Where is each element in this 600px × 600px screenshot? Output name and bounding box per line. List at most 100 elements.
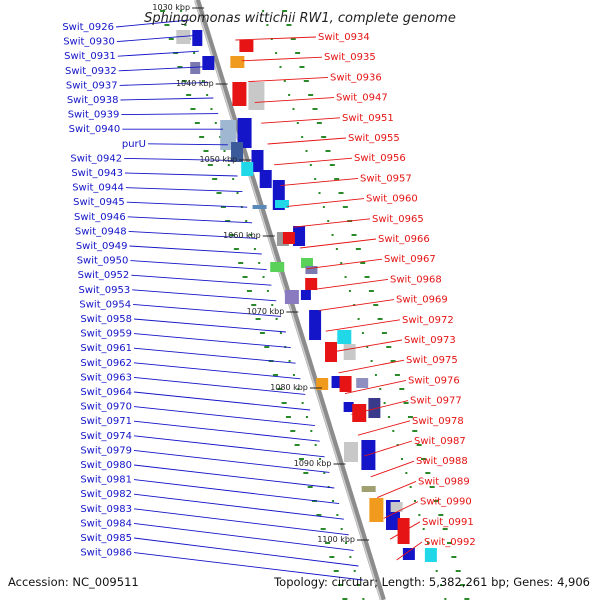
feature-block xyxy=(190,62,201,74)
track-dot xyxy=(309,164,312,166)
feature-block xyxy=(232,82,247,106)
kbp-label: 1100 kbp xyxy=(317,535,355,544)
feature-block xyxy=(337,330,352,344)
track-dot xyxy=(342,206,348,208)
right-leader xyxy=(383,501,419,519)
left-gene-label: Swit_0979 xyxy=(80,445,132,456)
track-dot xyxy=(392,430,395,432)
track-dot xyxy=(184,24,187,26)
right-leader xyxy=(286,198,365,207)
track-dot xyxy=(329,164,335,166)
left-gene-label: Swit_0974 xyxy=(80,431,132,442)
track-dot xyxy=(262,10,265,12)
kbp-label: 1060 kbp xyxy=(223,231,261,240)
track-dot xyxy=(429,486,435,488)
track-dot xyxy=(262,276,265,278)
track-dot xyxy=(381,332,387,334)
track-dot xyxy=(236,192,239,194)
track-dot xyxy=(199,136,205,138)
track-dot xyxy=(405,472,408,474)
track-dot xyxy=(160,10,166,12)
right-gene-label: Swit_0988 xyxy=(416,456,468,467)
feature-block xyxy=(284,290,299,304)
left-leader xyxy=(131,274,272,286)
right-gene-label: Swit_0966 xyxy=(378,234,430,245)
track-dot xyxy=(242,276,248,278)
track-dot xyxy=(322,206,325,208)
left-gene-label: Swit_0986 xyxy=(80,548,132,559)
track-dot xyxy=(357,318,360,320)
track-dot xyxy=(420,458,426,460)
right-leader xyxy=(267,137,347,145)
track-dot xyxy=(434,500,439,502)
kbp-label: 1050 kbp xyxy=(200,155,238,164)
right-gene-label: Swit_0955 xyxy=(348,133,400,144)
track-dot xyxy=(259,332,265,334)
feature-block xyxy=(343,344,356,360)
track-dot xyxy=(229,234,235,236)
track-dot xyxy=(305,416,308,418)
left-gene-label: Swit_0954 xyxy=(79,299,131,310)
track-dot xyxy=(336,514,339,516)
track-dot xyxy=(216,192,222,194)
track-dot xyxy=(373,304,379,306)
track-dot xyxy=(331,234,334,236)
left-leader xyxy=(147,143,228,146)
left-gene-label: Swit_0985 xyxy=(80,533,132,544)
track-dot xyxy=(246,290,252,292)
track-dot xyxy=(232,178,235,180)
track-dot xyxy=(258,262,261,264)
left-gene-label: Swit_0926 xyxy=(62,22,114,33)
feature-block xyxy=(300,290,311,300)
track-dot xyxy=(368,290,374,292)
track-dot xyxy=(379,388,382,390)
track-dot xyxy=(266,290,269,292)
track-dot xyxy=(438,514,444,516)
track-dot xyxy=(223,150,226,152)
track-dot xyxy=(440,584,443,586)
left-gene-label: Swit_0948 xyxy=(75,226,127,237)
track-dot xyxy=(279,66,282,68)
left-gene-label: Swit_0942 xyxy=(70,153,122,164)
left-leader xyxy=(130,260,267,271)
track-dot xyxy=(301,136,304,138)
right-gene-label: Swit_0967 xyxy=(384,254,436,265)
left-gene-label: Swit_0970 xyxy=(80,402,132,413)
track-dot xyxy=(387,416,390,418)
left-gene-label: Swit_0939 xyxy=(68,110,120,121)
track-dot xyxy=(342,598,348,600)
left-gene-label: Swit_0946 xyxy=(74,212,126,223)
track-dot xyxy=(245,220,248,222)
left-leader xyxy=(133,391,311,411)
left-leader xyxy=(133,333,291,349)
track-dot xyxy=(279,332,282,334)
right-leader xyxy=(248,76,329,83)
feature-block xyxy=(316,378,329,390)
left-gene-label: Swit_0931 xyxy=(64,51,116,62)
track-dot xyxy=(340,262,343,264)
kbp-label: 1040 kbp xyxy=(176,79,214,88)
track-dot xyxy=(348,290,351,292)
right-leader xyxy=(370,460,415,478)
track-dot xyxy=(416,444,422,446)
track-dot xyxy=(310,430,313,432)
right-leader xyxy=(312,278,389,291)
right-gene-label: Swit_0968 xyxy=(390,274,442,285)
leader-lines xyxy=(115,19,423,581)
left-gene-label: Swit_0964 xyxy=(80,387,132,398)
left-leader xyxy=(133,508,349,536)
track-dot xyxy=(286,24,292,26)
feature-block xyxy=(390,502,403,512)
feature-block xyxy=(343,402,354,412)
left-leader xyxy=(118,66,204,72)
kbp-label: 1070 kbp xyxy=(247,307,285,316)
track-dot xyxy=(318,458,321,460)
track-dot xyxy=(305,150,308,152)
track-dot xyxy=(327,220,330,222)
track-dot xyxy=(362,598,365,600)
feature-block xyxy=(176,30,191,44)
track-dot xyxy=(233,248,239,250)
feature-block xyxy=(305,266,318,274)
track-dot xyxy=(190,108,196,110)
track-dot xyxy=(186,94,192,96)
